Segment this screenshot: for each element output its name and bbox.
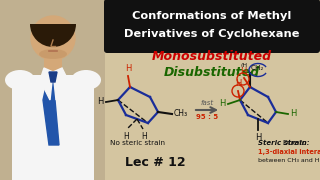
Ellipse shape <box>5 70 35 90</box>
Polygon shape <box>43 72 59 145</box>
Text: H: H <box>235 79 241 88</box>
Text: Lec # 12: Lec # 12 <box>125 156 185 170</box>
FancyBboxPatch shape <box>12 75 94 180</box>
Ellipse shape <box>71 70 101 90</box>
Text: Derivatives of Cyclohexane: Derivatives of Cyclohexane <box>124 29 300 39</box>
Text: H: H <box>123 132 129 141</box>
Text: H: H <box>240 67 246 76</box>
Text: H: H <box>125 64 131 73</box>
Text: H: H <box>220 100 226 109</box>
Text: H: H <box>290 109 296 118</box>
FancyBboxPatch shape <box>44 58 62 80</box>
Text: Steric strain:: Steric strain: <box>258 140 309 146</box>
Ellipse shape <box>39 49 67 59</box>
Text: H: H <box>98 98 104 107</box>
Text: Monosubstituted: Monosubstituted <box>152 51 272 64</box>
FancyBboxPatch shape <box>104 0 320 53</box>
Wedge shape <box>30 24 76 47</box>
Bar <box>0 0 105 180</box>
Circle shape <box>31 16 75 60</box>
Text: H: H <box>255 133 261 142</box>
Polygon shape <box>53 68 68 100</box>
Polygon shape <box>40 68 53 100</box>
Text: (H: (H <box>241 63 248 68</box>
Text: H: H <box>141 132 147 141</box>
Text: No steric strain: No steric strain <box>110 140 165 146</box>
Text: Conformations of Methyl: Conformations of Methyl <box>132 11 292 21</box>
Text: fast: fast <box>200 100 213 106</box>
Text: Due to: Due to <box>283 140 306 146</box>
Text: Disubstituted: Disubstituted <box>164 66 260 78</box>
Text: CH₃: CH₃ <box>174 109 188 118</box>
Text: 1,3-diaxial interactions: 1,3-diaxial interactions <box>258 149 320 155</box>
Text: 95 : 5: 95 : 5 <box>196 114 218 120</box>
Text: CH₂: CH₂ <box>251 65 264 71</box>
Text: between CH₃ and H atoms: between CH₃ and H atoms <box>258 159 320 163</box>
Polygon shape <box>49 72 57 82</box>
